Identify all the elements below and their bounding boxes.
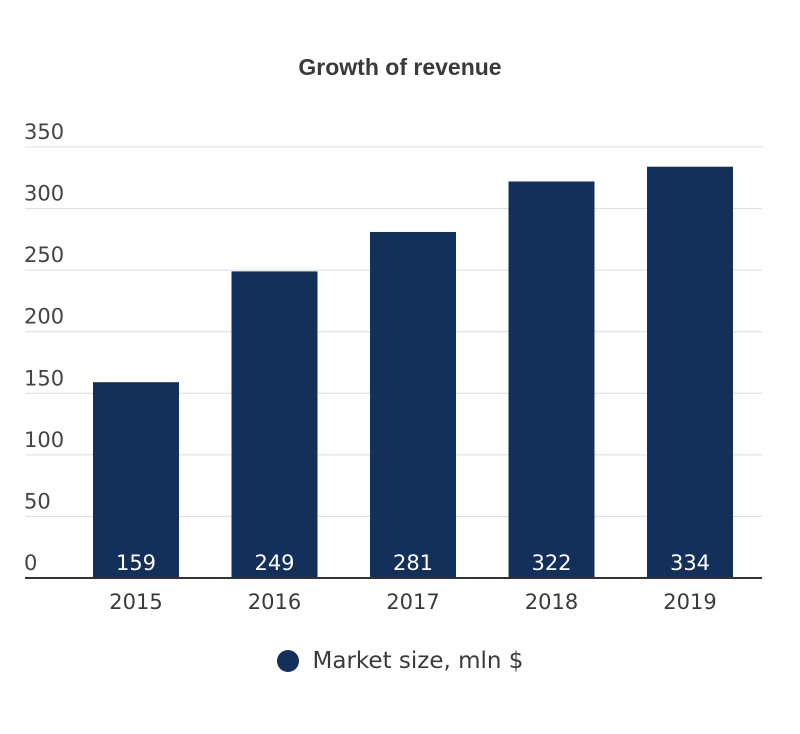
bar [647, 166, 733, 578]
x-tick-label: 2019 [663, 590, 716, 614]
x-tick-label: 2015 [109, 590, 162, 614]
x-tick-label: 2018 [525, 590, 578, 614]
legend-label: Market size, mln $ [312, 648, 524, 674]
bars [93, 166, 733, 579]
data-label: 281 [393, 551, 433, 575]
y-axis-ticks: 0 50 100 150 200 250 300 350 [24, 120, 64, 575]
bar [508, 181, 595, 579]
legend-marker-icon [276, 650, 299, 672]
x-axis-ticks: 2015 2016 2017 2018 2019 [109, 590, 716, 614]
legend: Market size, mln $ [0, 648, 800, 674]
y-tick-label: 0 [24, 551, 37, 575]
data-labels: 159 249 281 322 334 [116, 551, 710, 575]
data-label: 159 [116, 551, 156, 575]
data-label: 249 [254, 551, 294, 575]
y-tick-label: 250 [24, 243, 64, 267]
bar [370, 231, 456, 578]
x-tick-label: 2016 [248, 590, 301, 614]
chart-title: Growth of revenue [298, 54, 502, 80]
y-tick-label: 200 [24, 305, 64, 329]
data-label: 322 [531, 551, 571, 575]
bar [93, 382, 179, 578]
bar [231, 271, 318, 578]
y-tick-label: 100 [24, 428, 64, 452]
y-tick-label: 300 [24, 182, 64, 206]
y-tick-label: 350 [24, 120, 64, 144]
y-tick-label: 150 [24, 366, 64, 390]
x-tick-label: 2017 [386, 590, 439, 614]
y-tick-label: 50 [24, 489, 51, 513]
data-label: 334 [670, 551, 710, 575]
